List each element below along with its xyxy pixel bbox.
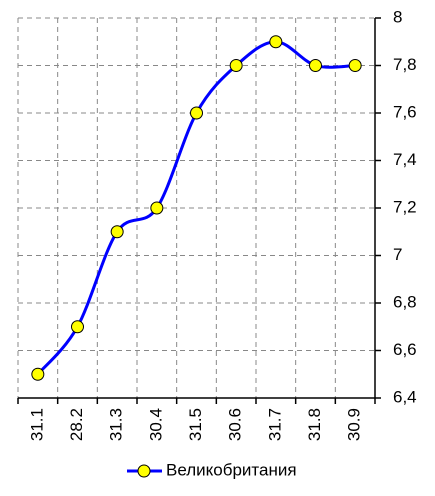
x-tick-label: 28.2 (67, 408, 86, 441)
marker (110, 225, 124, 239)
marker (31, 367, 45, 381)
marker (269, 35, 283, 49)
y-tick-label: 7,6 (393, 102, 417, 121)
marker (71, 320, 84, 334)
marker (190, 106, 203, 120)
marker (229, 59, 243, 72)
marker (150, 201, 164, 215)
x-tick-label: 30.6 (226, 408, 245, 441)
y-tick-label: 7,2 (393, 197, 417, 216)
legend-marker (137, 464, 151, 478)
y-tick-label: 6,8 (393, 292, 417, 311)
x-tick-label: 31.8 (305, 408, 324, 441)
y-tick-label: 7,4 (393, 150, 417, 169)
x-tick-label: 31.1 (27, 408, 46, 441)
x-tick-label: 30.9 (345, 408, 364, 441)
y-tick-label: 6,6 (393, 340, 417, 359)
y-tick-label: 7 (393, 245, 402, 264)
marker (348, 59, 362, 72)
legend-label: Великобритания (166, 460, 297, 479)
line (36, 40, 356, 376)
x-tick-label: 31.3 (107, 408, 126, 441)
y-tick-label: 7,8 (393, 55, 417, 74)
y-tick-label: 8 (393, 7, 402, 26)
marker (309, 59, 322, 72)
x-tick-label: 31.5 (186, 408, 205, 441)
x-tick-label: 31.7 (265, 408, 284, 441)
y-tick-label: 6,4 (393, 387, 417, 406)
x-tick-label: 30.4 (146, 408, 165, 441)
